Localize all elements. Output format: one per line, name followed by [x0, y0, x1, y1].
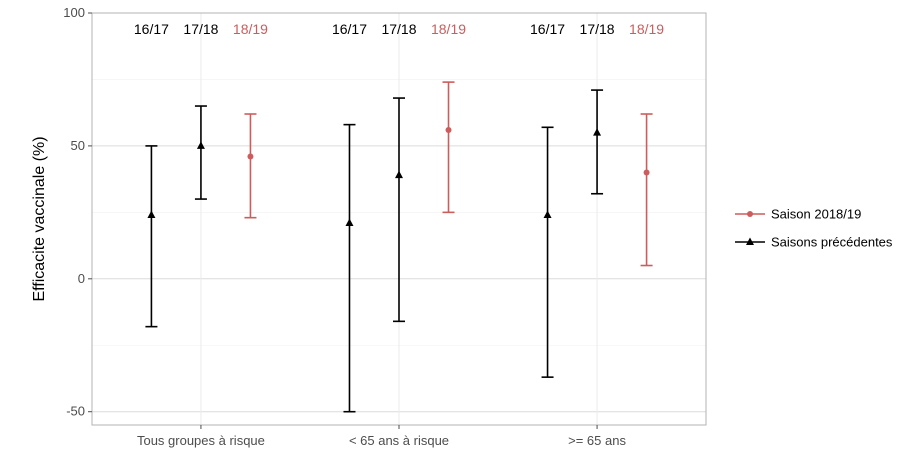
season-labels: 16/17 17/18 18/19 16/17 17/18 18/19 16/17 17/18… — [134, 21, 664, 37]
error-bar — [640, 113, 653, 267]
error-bar — [145, 145, 158, 328]
season-label: 16/17 — [530, 21, 565, 37]
y-tick-label: 50 — [71, 138, 85, 153]
error-bar — [393, 97, 405, 323]
y-tick-label: 100 — [63, 5, 85, 20]
estimate-point — [196, 141, 205, 149]
legend-key-marker — [746, 237, 754, 245]
error-bar — [244, 113, 257, 219]
estimate-point — [395, 170, 403, 179]
error-bar — [541, 126, 554, 378]
estimate-point — [643, 169, 650, 176]
estimate-point — [593, 128, 602, 136]
season-label: 18/19 — [629, 21, 664, 37]
y-tick-label: 0 — [78, 271, 85, 286]
x-tick-label: Tous groupes à risque — [137, 433, 265, 448]
error-bar — [343, 123, 356, 413]
error-bar — [591, 89, 604, 195]
x-axis-ticks: Tous groupes à risque < 65 ans à risque >=… — [137, 425, 626, 448]
season-label: 18/19 — [233, 21, 268, 37]
y-axis-title: Efficacite vaccinale (%) — [31, 136, 48, 301]
error-bar — [442, 81, 455, 214]
legend-key-marker — [747, 211, 753, 217]
estimate-point — [445, 126, 452, 133]
x-tick-label: < 65 ans à risque — [349, 433, 449, 448]
estimate-point — [543, 210, 552, 219]
legend-label: Saison 2018/19 — [771, 207, 861, 222]
season-label: 17/18 — [381, 21, 416, 37]
season-label: 18/19 — [431, 21, 466, 37]
y-tick-label: -50 — [66, 404, 85, 419]
estimate-point — [147, 210, 156, 219]
season-label: 17/18 — [183, 21, 218, 37]
season-label: 16/17 — [134, 21, 169, 37]
error-bar — [194, 105, 207, 200]
season-label: 16/17 — [332, 21, 367, 37]
y-axis-ticks: -50 0 50 100 — [63, 5, 92, 419]
season-label: 17/18 — [580, 21, 615, 37]
x-tick-label: >= 65 ans — [568, 433, 626, 448]
legend-label: Saisons précédentes — [771, 235, 893, 250]
error-bars — [145, 81, 653, 413]
legend: Saison 2018/19 Saisons précédentes — [735, 207, 893, 250]
estimate-point — [345, 218, 354, 226]
estimate-point — [247, 153, 254, 160]
